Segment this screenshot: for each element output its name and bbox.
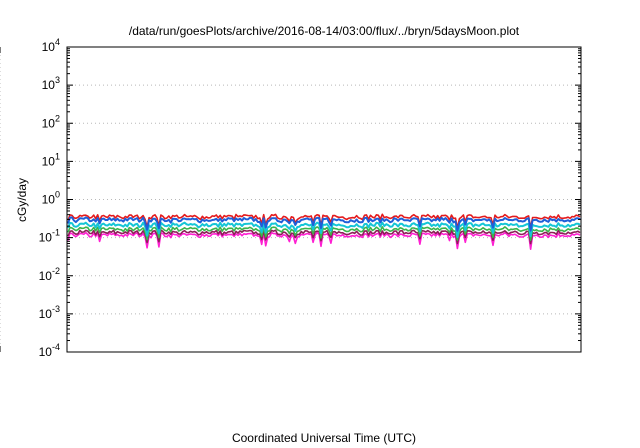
y-axis-label: cGy/day [15, 178, 29, 222]
y-tick-label: 10-4 [39, 342, 60, 359]
x-axis-label: Coordinated Universal Time (UTC) [232, 431, 416, 445]
series-line [67, 226, 581, 241]
y-tick-label: 10-1 [39, 228, 60, 245]
y-tick-label: 100 [42, 190, 60, 207]
grid [0, 47, 581, 352]
axis-ticks: 10410310210110010-110-210-310-42016-8-92… [0, 0, 581, 359]
series-line [67, 216, 581, 232]
y-tick-label: 104 [42, 37, 60, 54]
y-tick-label: 10-2 [39, 266, 60, 283]
series-line [67, 213, 581, 230]
y-tick-label: 103 [42, 75, 60, 92]
series-line [67, 221, 581, 238]
chart-title: /data/run/goesPlots/archive/2016-08-14/0… [129, 24, 520, 38]
series-lines [67, 213, 581, 250]
y-tick-label: 102 [42, 113, 60, 130]
y-tick-label: 10-3 [39, 304, 60, 321]
y-tick-label: 101 [42, 151, 60, 168]
